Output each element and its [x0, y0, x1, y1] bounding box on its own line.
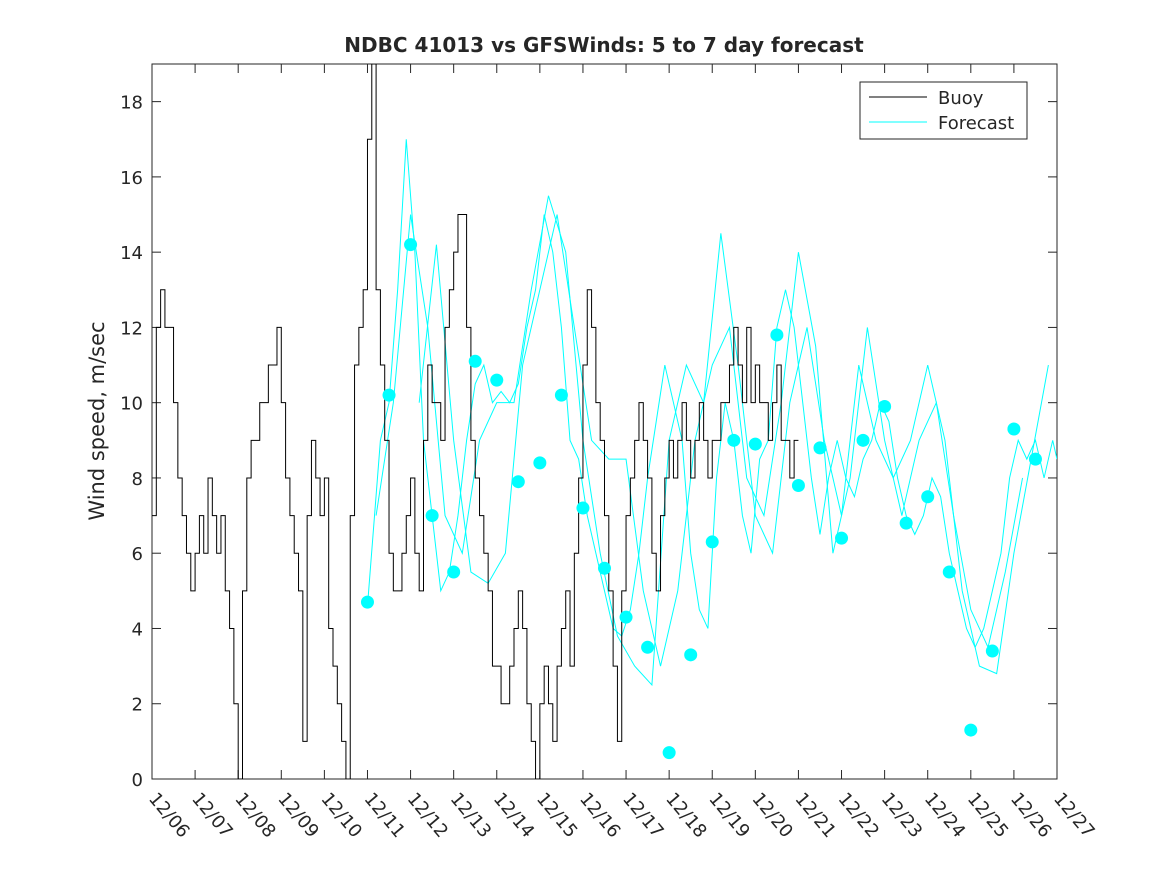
forecast-marker — [382, 388, 396, 402]
y-tick-label: 2 — [132, 695, 143, 716]
x-tick-label: 12/25 — [963, 789, 1012, 842]
forecast-marker — [964, 723, 978, 737]
x-tick-label: 12/20 — [748, 789, 797, 842]
x-tick-label: 12/12 — [403, 789, 452, 842]
legend-label-buoy: Buoy — [938, 88, 984, 109]
x-tick-label: 12/14 — [489, 789, 538, 842]
x-tick-label: 12/23 — [877, 789, 926, 842]
y-tick-label: 6 — [132, 544, 143, 565]
forecast-marker — [576, 501, 590, 515]
forecast-marker — [641, 640, 655, 654]
x-tick-label: 12/09 — [273, 789, 322, 842]
forecast-marker — [684, 648, 698, 662]
y-tick-label: 16 — [120, 168, 143, 189]
forecast-marker — [727, 433, 741, 447]
forecast-marker — [921, 490, 935, 504]
axes-box — [151, 63, 1058, 780]
forecast-marker — [856, 433, 870, 447]
forecast-marker — [360, 595, 374, 609]
forecast-marker — [662, 746, 676, 760]
forecast-series-line — [366, 139, 1057, 649]
y-tick-label: 8 — [132, 469, 143, 490]
forecast-marker — [1028, 452, 1042, 466]
forecast-marker — [1007, 422, 1021, 436]
x-tick-label: 12/21 — [791, 789, 840, 842]
y-tick-label: 14 — [120, 243, 143, 264]
x-tick-label: 12/08 — [230, 789, 279, 842]
x-tick-label: 12/11 — [360, 789, 409, 842]
forecast-marker — [490, 373, 504, 387]
forecast-marker — [404, 238, 418, 252]
x-tick-label: 12/18 — [661, 789, 710, 842]
forecast-marker — [554, 388, 568, 402]
buoy-series-line — [152, 64, 799, 779]
x-tick-label: 12/15 — [532, 789, 581, 842]
x-tick-label: 12/16 — [575, 789, 624, 842]
forecast-marker — [511, 475, 525, 489]
legend-label-forecast: Forecast — [938, 113, 1014, 134]
y-tick-label: 12 — [120, 318, 143, 339]
forecast-marker — [748, 437, 762, 451]
forecast-marker — [598, 561, 611, 575]
x-tick-label: 12/07 — [187, 789, 236, 842]
y-tick-label: 18 — [120, 93, 143, 114]
forecast-marker — [942, 565, 956, 579]
forecast-marker — [985, 644, 999, 658]
forecast-marker — [770, 328, 784, 342]
y-tick-label: 10 — [120, 394, 143, 415]
plot-area: 0 2 4 6 8 10 12 14 16 18 12/0612/0712/0812/0912/10… — [120, 63, 1099, 842]
forecast-marker — [835, 531, 849, 545]
x-tick-label: 12/10 — [317, 789, 366, 842]
x-tick-label: 12/17 — [618, 789, 667, 842]
x-tick-label: 12/06 — [144, 789, 193, 842]
x-tick-label: 12/22 — [834, 789, 883, 842]
forecast-marker — [425, 509, 439, 523]
x-tick-label: 12/19 — [704, 789, 753, 842]
forecast-marker — [813, 441, 827, 455]
forecast-marker — [705, 535, 719, 549]
forecast-marker — [791, 478, 805, 492]
forecast-marker — [899, 516, 913, 530]
x-tick-label: 12/13 — [446, 789, 495, 842]
forecast-marker — [878, 399, 892, 413]
x-tick-label: 12/24 — [920, 789, 969, 842]
forecast-marker — [468, 354, 482, 368]
forecast-marker — [619, 610, 633, 624]
forecast-marker — [533, 456, 547, 470]
chart-title: NDBC 41013 vs GFSWinds: 5 to 7 day forec… — [344, 33, 864, 57]
y-axis-label: Wind speed, m/sec — [85, 321, 109, 520]
legend: Buoy Forecast — [859, 81, 1028, 140]
y-tick-label: 4 — [132, 619, 143, 640]
y-tick-label: 0 — [132, 770, 143, 791]
forecast-series-line — [418, 214, 1024, 667]
x-tick-label: 12/26 — [1006, 789, 1055, 842]
forecast-marker — [447, 565, 461, 579]
x-tick-label: 12/27 — [1049, 789, 1098, 842]
